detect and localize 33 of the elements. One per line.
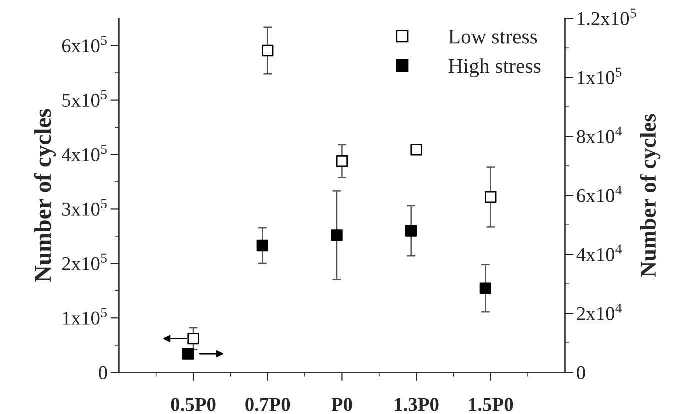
y-tick-label: 1x10$^{5}$ [63, 308, 107, 325]
y2-tick-label: 6x10$^{4}$ [577, 186, 622, 202]
point [410, 144, 422, 156]
y2-tick-label: 8x10$^{4}$ [577, 126, 622, 144]
point [336, 155, 348, 168]
point [182, 348, 194, 360]
y2-tick-label: 0 [577, 366, 586, 380]
y2-tick-label: 1.2x10$^{5}$ [578, 8, 636, 26]
x-tick-label: 0.7P0 [246, 398, 290, 412]
point [405, 225, 418, 237]
point [262, 44, 274, 57]
point [188, 332, 200, 345]
y-tick-label: 6x10$^{5}$ [62, 36, 107, 53]
point [331, 230, 343, 242]
point [256, 240, 268, 252]
y-tick-label: 2x10$^{5}$ [62, 254, 107, 270]
y-tick-label: 5x10$^{5}$ [62, 90, 107, 108]
y-tick-label: 4x10$^{5}$ [62, 144, 107, 162]
x-tick-label: 0.5P0 [171, 398, 216, 412]
y2-tick-label: 4x10$^{4}$ [576, 244, 622, 262]
y2-axis-title: Number of cycles [640, 114, 661, 278]
legend-label: Low stress [448, 30, 538, 44]
x-tick-label: 1.5P0 [469, 398, 514, 412]
x-tick-label: 1.3P0 [395, 398, 439, 412]
y2-tick-label: 2x10$^{4}$ [577, 304, 622, 320]
y-axis-title: Number of cycles [34, 109, 56, 282]
y-tick-label: 3x10$^{5}$ [62, 199, 107, 216]
x-tick-label: P0 [332, 398, 352, 412]
point [480, 282, 492, 294]
y-tick-label: 0 [99, 366, 108, 380]
point [485, 191, 497, 204]
y2-tick-label: 1x10$^{5}$ [578, 68, 622, 84]
legend-label: High stress [448, 58, 541, 78]
